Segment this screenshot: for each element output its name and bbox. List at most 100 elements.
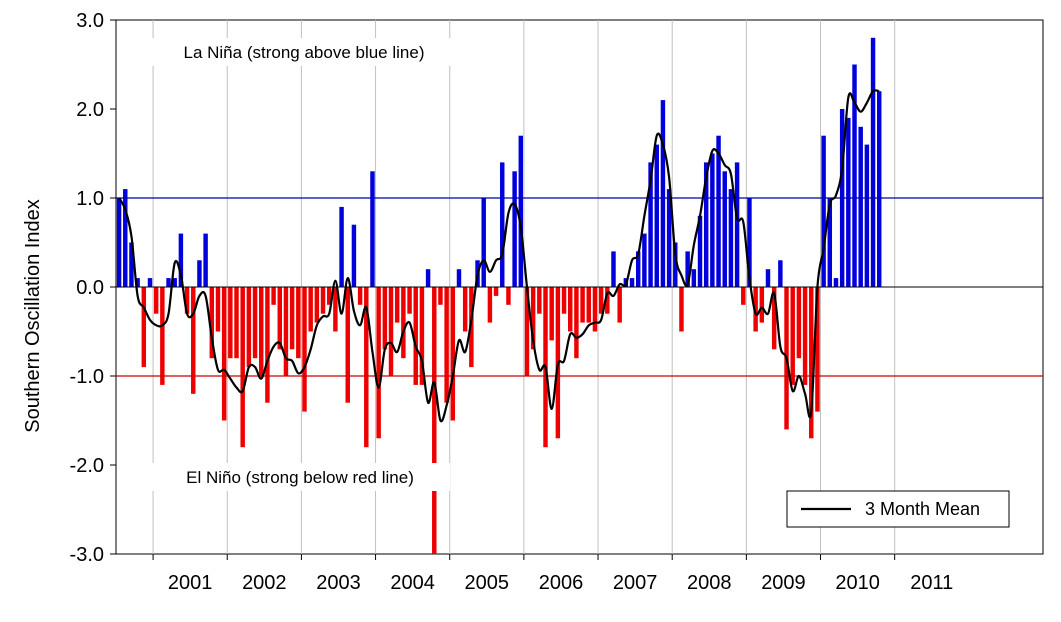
bar-90: [673, 242, 678, 287]
bar-80: [611, 251, 616, 287]
bar-64: [512, 171, 517, 287]
bar-112: [809, 287, 814, 439]
bar-120: [858, 126, 863, 287]
y-tick-label-2: 1.0: [76, 188, 104, 210]
bar-12: [191, 287, 196, 394]
bar-26: [277, 287, 282, 350]
bar-14: [203, 233, 208, 287]
y-tick-label-5: -2.0: [70, 455, 104, 477]
bar-3: [135, 278, 140, 287]
bar-11: [184, 287, 190, 314]
bar-75: [580, 287, 585, 323]
bar-102: [747, 198, 752, 287]
bar-10: [178, 233, 184, 287]
bar-67: [530, 287, 536, 350]
la-nina-annotation-bg: [150, 38, 458, 66]
bar-95: [703, 162, 709, 287]
x-tick-label-2001: 2001: [168, 572, 213, 594]
bar-29: [296, 287, 301, 359]
x-tick-label-2006: 2006: [539, 572, 584, 594]
bar-50: [425, 269, 431, 287]
bar-19: [234, 287, 239, 359]
three-month-mean-line: [118, 89, 880, 423]
bar-78: [598, 287, 604, 314]
bar-81: [617, 287, 622, 323]
bar-107: [778, 260, 783, 287]
x-tick-label-2011: 2011: [910, 572, 953, 594]
bar-76: [586, 287, 591, 323]
bar-60: [487, 287, 493, 323]
y-axis-label: Southern Oscillation Index: [22, 199, 44, 432]
la-nina-annotation: La Niña (strong above blue line): [184, 43, 425, 62]
el-nino-annotation-bg: [150, 463, 450, 491]
bar-47: [407, 287, 412, 314]
y-tick-label-4: -1.0: [70, 366, 104, 388]
bar-111: [802, 287, 808, 385]
bar-56: [462, 287, 468, 332]
bar-17: [221, 287, 227, 421]
bar-34: [326, 287, 332, 305]
bar-51: [432, 287, 437, 554]
legend: 3 Month Mean: [786, 490, 1010, 528]
bar-110: [796, 287, 802, 359]
monthly-bars: [116, 37, 882, 554]
bar-72: [561, 287, 567, 314]
y-tick-label-0: 3.0: [76, 10, 104, 32]
bar-18: [228, 287, 233, 359]
bar-30: [302, 287, 307, 412]
bar-104: [759, 287, 765, 323]
bar-0: [116, 198, 122, 287]
bar-27: [283, 287, 289, 376]
bar-74: [574, 287, 579, 359]
bar-48: [413, 287, 418, 385]
bar-92: [685, 251, 690, 287]
x-axis-ticks: 2001 2002 2003 2004 2005 2006 2007 2008 2009 2010…: [152, 554, 953, 594]
bar-4: [141, 287, 147, 368]
bar-1: [123, 189, 128, 287]
el-nino-annotation: El Niño (strong below red line): [186, 468, 414, 487]
bar-88: [660, 100, 666, 287]
x-tick-label-2009: 2009: [761, 572, 806, 594]
bar-54: [450, 287, 456, 421]
bar-25: [271, 287, 276, 305]
bar-98: [722, 171, 727, 287]
bar-87: [654, 144, 659, 287]
bar-15: [209, 287, 215, 359]
bar-8: [166, 278, 171, 287]
bar-99: [728, 189, 734, 287]
bar-89: [666, 189, 672, 287]
bar-114: [821, 135, 826, 287]
y-tick-label-6: -3.0: [70, 544, 104, 566]
bar-97: [716, 135, 721, 287]
bar-6: [153, 287, 159, 314]
x-tick-label-2004: 2004: [390, 572, 435, 594]
bar-63: [506, 287, 511, 305]
bar-43: [382, 287, 388, 350]
bar-77: [592, 287, 598, 332]
bar-83: [629, 278, 635, 287]
bar-73: [568, 287, 573, 332]
bar-66: [524, 287, 530, 376]
bar-123: [877, 91, 882, 287]
bar-16: [215, 287, 221, 332]
bar-45: [394, 287, 400, 323]
bar-79: [605, 287, 610, 314]
bar-46: [401, 287, 406, 359]
x-tick-label-2003: 2003: [316, 572, 361, 594]
bar-5: [147, 278, 153, 287]
bar-31: [308, 287, 313, 332]
bar-103: [753, 287, 758, 332]
bar-122: [870, 37, 876, 287]
bar-59: [481, 198, 486, 287]
bar-42: [376, 287, 381, 439]
bar-28: [289, 287, 295, 350]
bar-113: [815, 287, 820, 412]
bar-101: [741, 287, 746, 305]
threshold-lines: [116, 197, 1043, 377]
bar-44: [388, 287, 394, 376]
bar-70: [549, 287, 554, 341]
bar-20: [240, 287, 245, 448]
x-tick-label-2005: 2005: [465, 572, 510, 594]
bar-57: [469, 287, 474, 368]
